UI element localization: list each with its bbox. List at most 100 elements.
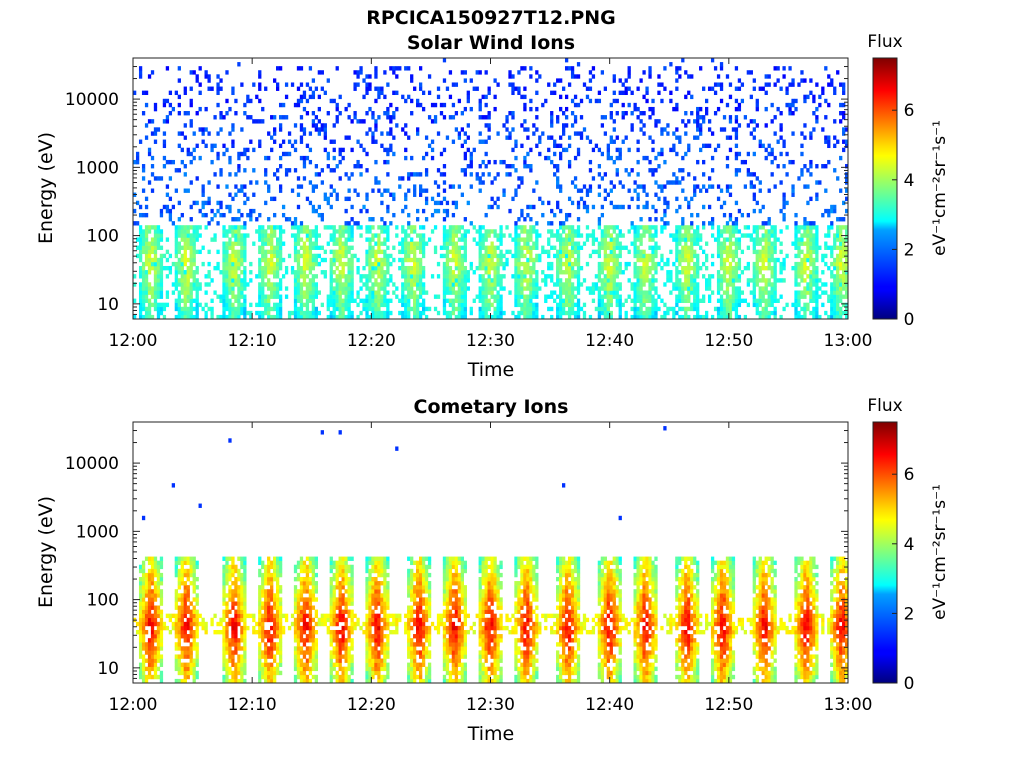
flux-cell xyxy=(276,314,280,320)
flux-cell xyxy=(427,237,432,242)
flux-cell xyxy=(165,208,170,214)
flux-cell xyxy=(186,111,190,116)
flux-cell xyxy=(514,188,518,193)
flux-cell xyxy=(201,212,205,218)
flux-cell xyxy=(728,302,733,308)
flux-cell xyxy=(830,294,834,299)
flux-cell xyxy=(570,302,575,308)
flux-cell xyxy=(225,233,229,238)
flux-cell xyxy=(728,119,733,124)
flux-cell xyxy=(782,257,786,263)
flux-cell xyxy=(639,278,643,283)
flux-cell xyxy=(445,212,450,218)
flux-cell xyxy=(347,282,351,287)
flux-cell xyxy=(490,257,494,263)
flux-cell xyxy=(463,310,467,316)
flux-cell xyxy=(457,253,462,259)
flux-cell xyxy=(803,78,807,83)
flux-cell xyxy=(380,143,384,149)
flux-cell xyxy=(642,310,646,316)
flux-cell xyxy=(600,204,605,210)
flux-cell xyxy=(827,102,831,108)
flux-cell xyxy=(553,164,557,169)
flux-cell xyxy=(839,253,843,259)
flux-cell xyxy=(463,265,467,271)
flux-cell xyxy=(728,135,733,140)
flux-cell xyxy=(702,172,706,177)
flux-cell xyxy=(725,294,730,299)
flux-cell xyxy=(234,278,238,283)
flux-cell xyxy=(767,245,771,250)
flux-cell xyxy=(410,229,414,234)
flux-cell xyxy=(573,176,578,181)
flux-cell xyxy=(368,306,372,312)
flux-cell xyxy=(314,306,319,312)
flux-cell xyxy=(383,314,387,320)
flux-cell xyxy=(803,229,807,234)
flux-cell xyxy=(728,233,733,238)
flux-cell xyxy=(690,306,694,312)
flux-cell xyxy=(523,310,527,316)
flux-cell xyxy=(141,229,146,234)
flux-cell xyxy=(359,233,363,238)
flux-cell xyxy=(648,237,652,242)
flux-cell xyxy=(770,151,774,157)
flux-cell xyxy=(183,257,187,263)
flux-cell xyxy=(356,302,360,308)
flux-cell xyxy=(469,155,473,161)
flux-cell xyxy=(407,225,411,230)
flux-cell xyxy=(633,188,637,193)
flux-cell xyxy=(764,265,768,271)
flux-cell xyxy=(636,253,640,259)
flux-cell xyxy=(386,172,390,177)
flux-cell xyxy=(603,225,607,230)
flux-cell xyxy=(624,310,628,316)
flux-cell xyxy=(606,306,610,312)
flux-cell xyxy=(594,286,599,291)
flux-cell xyxy=(225,98,229,104)
flux-cell xyxy=(386,225,390,230)
flux-cell xyxy=(833,241,837,246)
flux-cell xyxy=(183,229,187,234)
flux-cell xyxy=(684,151,688,157)
flux-cell xyxy=(570,111,575,116)
flux-cell xyxy=(731,294,736,299)
flux-cell xyxy=(454,111,459,116)
flux-cell xyxy=(195,143,199,149)
flux-cell xyxy=(597,294,602,299)
flux-cell xyxy=(222,282,226,287)
flux-cell xyxy=(570,180,575,185)
flux-cell xyxy=(150,249,155,255)
flux-cell xyxy=(407,282,411,287)
flux-cell xyxy=(168,102,173,108)
flux-cell xyxy=(180,314,184,320)
flux-cell xyxy=(284,172,289,177)
flux-cell xyxy=(198,302,202,308)
flux-cell xyxy=(526,314,530,320)
flux-cell xyxy=(430,212,435,218)
flux-cell xyxy=(773,278,777,283)
flux-cell xyxy=(508,233,512,238)
flux-cell xyxy=(520,123,524,128)
flux-cell xyxy=(338,176,342,181)
flux-cell xyxy=(147,282,152,287)
flux-cell xyxy=(207,180,211,185)
flux-cell xyxy=(278,245,283,250)
flux-cell xyxy=(276,249,280,255)
flux-cell xyxy=(365,229,369,234)
flux-cell xyxy=(493,286,497,291)
flux-cell xyxy=(588,78,593,83)
flux-cell xyxy=(454,282,459,287)
flux-cell xyxy=(407,176,411,181)
flux-cell xyxy=(690,302,694,308)
flux-cell xyxy=(648,135,652,140)
flux-cell xyxy=(338,286,342,291)
flux-cell xyxy=(627,172,631,177)
flux-cell xyxy=(442,217,447,222)
flux-cell xyxy=(684,123,688,128)
flux-cell xyxy=(484,249,488,255)
flux-cell xyxy=(672,143,676,149)
flux-cell xyxy=(347,237,351,242)
flux-cell xyxy=(535,245,539,250)
flux-cell xyxy=(618,294,622,299)
